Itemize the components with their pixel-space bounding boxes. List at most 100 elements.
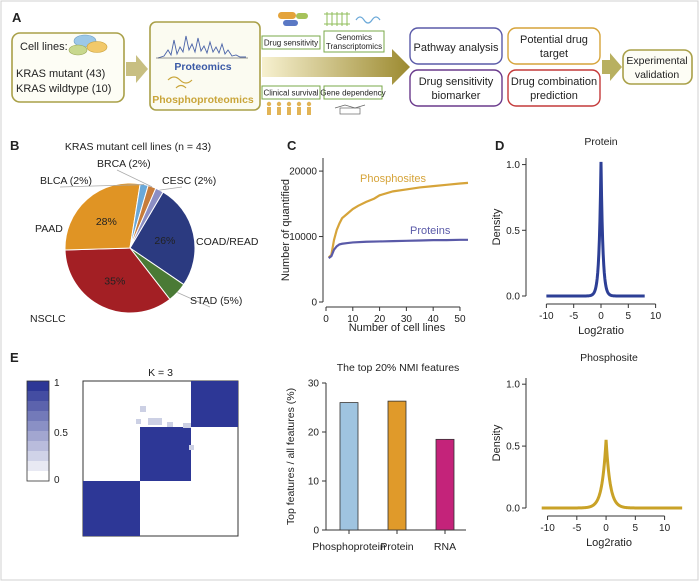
bar-category-2: RNA	[434, 541, 456, 553]
consensus-heatmap: K = 3 1 0.5 0	[26, 367, 239, 537]
d-xtick-label-2-3: 5	[626, 311, 632, 322]
sensitivity-biomarker-label-1: Drug sensitivity	[419, 76, 494, 88]
bar-ytick-label-0: 0	[313, 526, 319, 537]
colorbar-segment-3	[27, 411, 49, 422]
main-arrow	[262, 49, 410, 85]
heatmap-speck-0	[140, 406, 146, 412]
kras-wildtype-label: KRAS wildtype (10)	[16, 83, 111, 95]
c-ytick-label-0: 0	[311, 298, 317, 309]
heatmap-speck-1	[148, 418, 162, 425]
colorbar-segment-8	[27, 461, 49, 472]
c-ylabel: Number of quantified	[280, 179, 292, 281]
colorbar-tick-0: 1	[54, 378, 60, 389]
pie-label-6: CESC (2%)	[162, 175, 216, 187]
gene-dependency-box	[323, 85, 383, 100]
colorbar-segment-7	[27, 451, 49, 462]
transcriptomics-label: Transcriptomics	[326, 42, 382, 51]
c-xtick-label-4: 40	[428, 314, 440, 325]
pie-slice-0	[129, 191, 196, 286]
cell-lines-title: Cell lines:	[20, 41, 68, 53]
bar-category-1: Protein	[380, 541, 413, 553]
d-ytick-label-3-0: 0.0	[506, 504, 520, 515]
d-ytick-label-2-1: 0.5	[506, 226, 520, 237]
bar-title: The top 20% NMI features	[337, 362, 460, 374]
colorbar-frame	[26, 380, 50, 482]
validation-box	[622, 49, 693, 85]
bar-0	[339, 402, 359, 531]
d-xtick-label-3-3: 5	[633, 523, 639, 534]
c-legend-phosphosites: Phosphosites	[360, 173, 427, 185]
d-curve-3	[541, 439, 683, 510]
d-ytick-label-3-1: 0.5	[506, 442, 520, 453]
d-ytick-label-2-2: 1.0	[506, 160, 520, 171]
sgrna-icon	[334, 104, 366, 115]
pie-leader-5	[116, 169, 153, 188]
pie-label-5: BRCA (2%)	[97, 158, 151, 170]
colorbar-segment-0	[27, 381, 49, 392]
bar-ytick-label-3: 30	[308, 379, 320, 390]
d-ylabel-3: Density	[491, 424, 503, 461]
bar-ytick-label-2: 20	[308, 428, 320, 439]
validation-label-1: Experimental	[626, 55, 687, 67]
dna-icon	[324, 12, 350, 26]
d-title-3: Phosphosite	[580, 352, 638, 364]
heatmap-title: K = 3	[148, 367, 173, 379]
kras-mutant-label: KRAS mutant (43)	[16, 68, 105, 80]
d-curve-2	[546, 161, 645, 298]
d-ytick-label-3-2: 1.0	[506, 380, 520, 391]
c-xlabel: Number of cell lines	[349, 322, 446, 334]
colorbar-segment-4	[27, 421, 49, 432]
pie-leader-1	[177, 292, 211, 308]
pathway-analysis-box	[409, 27, 503, 65]
drug-target-label-1: Potential drug	[520, 34, 588, 46]
colorbar-segment-5	[27, 431, 49, 442]
d-xtick-label-3-2: 0	[603, 523, 609, 534]
panel-e-letter: E	[10, 350, 19, 365]
omics-box	[323, 30, 385, 53]
c-legend-proteins: Proteins	[410, 225, 451, 237]
pie-slice-2	[64, 247, 171, 314]
heatmap-speck-5	[189, 445, 194, 450]
c-xtick-label-5: 50	[454, 314, 466, 325]
pie-label-2: NSCLC	[30, 313, 66, 325]
phosphoproteomics-label: Phosphoproteomics	[152, 94, 254, 106]
arrow-validation	[602, 53, 622, 81]
pie-chart: 26% COAD/READ STAD (5%) 35% NSCLC 28% PAAD BLCA…	[30, 158, 259, 325]
pie-label-3: PAAD	[35, 223, 63, 235]
clinical-survival-label: Clinical survival	[263, 89, 318, 98]
people-icon	[266, 101, 312, 115]
drug-sensitivity-label: Drug sensitivity	[264, 39, 318, 48]
pie-slice-3	[64, 182, 141, 251]
pie-title: KRAS mutant cell lines (n = 43)	[65, 141, 211, 153]
colorbar-segment-9	[27, 471, 49, 482]
d-title-2: Protein	[584, 136, 617, 148]
pie-leader-6	[159, 186, 183, 191]
pill-icon	[278, 12, 308, 26]
sensitivity-biomarker-box	[409, 69, 503, 107]
phosphosite-density-chart: Phosphosite 0.0 0.5 1.0 -10 -5 0 5 10 Log2ratio De…	[491, 352, 683, 549]
spectrum-icon	[157, 35, 246, 59]
c-xtick-label-0: 0	[323, 314, 329, 325]
arrow-1	[126, 55, 148, 83]
drug-sensitivity-box	[261, 35, 321, 50]
d-xlabel-2: Log2ratio	[578, 325, 624, 337]
rna-icon	[355, 16, 381, 24]
heatmap-speck-2	[167, 422, 173, 427]
colorbar-segment-1	[27, 391, 49, 402]
c-series-line-0	[327, 181, 469, 259]
pie-label-1: STAD (5%)	[190, 295, 242, 307]
bar-2	[435, 438, 455, 531]
d-xtick-label-3-0: -10	[540, 523, 555, 534]
drug-target-label-2: target	[540, 48, 568, 60]
heatmap-cluster-2	[83, 481, 140, 536]
colorbar-tick-2: 0	[54, 475, 60, 486]
c-ytick-label-2: 20000	[289, 167, 317, 178]
bar-ylabel: Top features / all features (%)	[285, 388, 297, 525]
d-xlabel-3: Log2ratio	[586, 537, 632, 549]
drug-combination-box	[507, 69, 601, 107]
heatmap-speck-4	[136, 419, 141, 424]
d-xtick-label-2-2: 0	[598, 311, 604, 322]
